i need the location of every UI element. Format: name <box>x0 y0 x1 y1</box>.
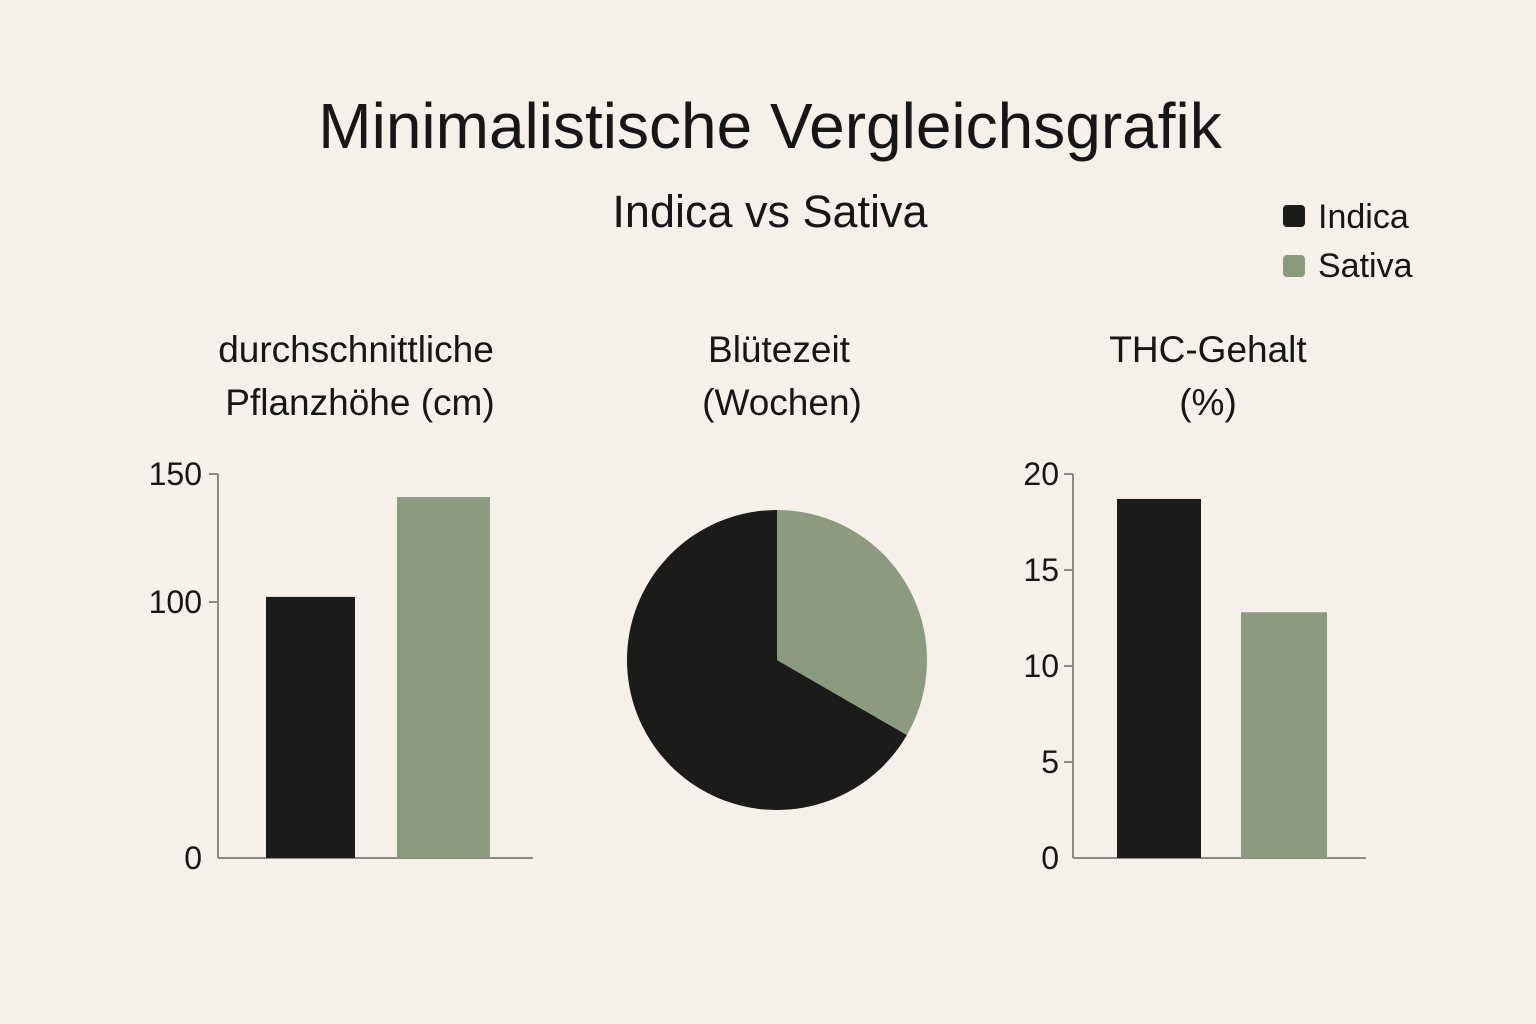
bar-sativa <box>397 497 490 858</box>
legend-swatch-sativa <box>1283 255 1305 277</box>
chart-title-line-1: Blütezeit <box>708 329 851 370</box>
pie-slice-indica <box>627 510 907 810</box>
chart-title-line-1: durchschnittliche <box>218 329 494 370</box>
y-tick-label: 0 <box>184 840 202 876</box>
chart-title-line-1: THC-Gehalt <box>1109 329 1307 370</box>
chart-plant-height: durchschnittliche Pflanzhöhe (cm) 0 100 15… <box>149 329 533 876</box>
y-tick-label: 10 <box>1023 648 1059 684</box>
legend-label-indica: Indica <box>1318 198 1409 236</box>
y-tick-label: 150 <box>149 456 202 492</box>
y-tick-label: 20 <box>1023 456 1059 492</box>
pie-slice-sativa <box>777 510 927 735</box>
chart-title-line-2: (Wochen) <box>702 382 862 423</box>
subtitle: Indica vs Sativa <box>612 186 928 237</box>
y-tick-label: 15 <box>1023 552 1059 588</box>
bar-indica <box>266 596 355 858</box>
bar-indica <box>1117 498 1201 858</box>
y-tick-label: 0 <box>1041 840 1059 876</box>
chart-title-line-2: (%) <box>1179 382 1237 423</box>
legend-label-sativa: Sativa <box>1318 247 1413 285</box>
bar-sativa <box>1241 612 1327 858</box>
main-title: Minimalistische Vergleichsgrafik <box>318 90 1222 162</box>
y-tick-label: 5 <box>1041 744 1059 780</box>
chart-thc-content: THC-Gehalt (%) 0 5 10 15 20 <box>1023 329 1366 876</box>
chart-flowering-time: Blütezeit (Wochen) <box>627 329 927 810</box>
y-tick-label: 100 <box>149 584 202 620</box>
legend: Indica Sativa <box>1283 198 1413 285</box>
chart-title-line-2: Pflanzhöhe (cm) <box>225 382 494 423</box>
legend-swatch-indica <box>1283 205 1305 227</box>
